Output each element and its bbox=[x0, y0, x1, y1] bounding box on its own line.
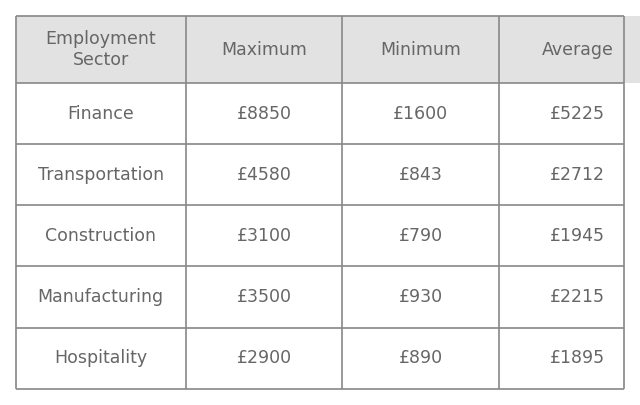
Text: Hospitality: Hospitality bbox=[54, 349, 147, 367]
Bar bbox=[16, 266, 186, 328]
Text: £3500: £3500 bbox=[237, 288, 291, 306]
Text: Average: Average bbox=[541, 40, 614, 59]
Bar bbox=[186, 266, 342, 328]
Bar bbox=[499, 266, 640, 328]
Bar bbox=[342, 144, 499, 205]
Bar bbox=[499, 16, 640, 83]
Text: Minimum: Minimum bbox=[380, 40, 461, 59]
Bar bbox=[499, 83, 640, 144]
Bar bbox=[499, 205, 640, 266]
Bar bbox=[342, 266, 499, 328]
Bar bbox=[16, 205, 186, 266]
Text: £1600: £1600 bbox=[393, 104, 449, 123]
Text: £5225: £5225 bbox=[550, 104, 605, 123]
Text: Maximum: Maximum bbox=[221, 40, 307, 59]
Text: £8850: £8850 bbox=[237, 104, 291, 123]
Text: £2712: £2712 bbox=[550, 166, 605, 184]
Text: £790: £790 bbox=[399, 227, 443, 245]
Bar bbox=[16, 16, 186, 83]
Bar bbox=[186, 16, 342, 83]
Bar bbox=[342, 16, 499, 83]
Bar bbox=[342, 83, 499, 144]
Bar bbox=[342, 328, 499, 389]
Text: £843: £843 bbox=[399, 166, 443, 184]
Bar bbox=[499, 328, 640, 389]
Bar bbox=[16, 83, 186, 144]
Bar bbox=[16, 144, 186, 205]
Text: £4580: £4580 bbox=[237, 166, 291, 184]
Bar bbox=[16, 328, 186, 389]
Text: £890: £890 bbox=[399, 349, 443, 367]
Text: Finance: Finance bbox=[67, 104, 134, 123]
Bar bbox=[342, 205, 499, 266]
Text: Employment
Sector: Employment Sector bbox=[45, 30, 156, 69]
Text: £2900: £2900 bbox=[236, 349, 292, 367]
Bar bbox=[186, 83, 342, 144]
Text: Transportation: Transportation bbox=[38, 166, 164, 184]
Text: £1945: £1945 bbox=[550, 227, 605, 245]
Bar bbox=[186, 144, 342, 205]
Text: £930: £930 bbox=[399, 288, 443, 306]
Bar bbox=[499, 144, 640, 205]
Text: £2215: £2215 bbox=[550, 288, 605, 306]
Text: £3100: £3100 bbox=[237, 227, 291, 245]
Text: Manufacturing: Manufacturing bbox=[38, 288, 164, 306]
Text: £1895: £1895 bbox=[550, 349, 605, 367]
Text: Construction: Construction bbox=[45, 227, 156, 245]
Bar bbox=[186, 328, 342, 389]
Bar bbox=[186, 205, 342, 266]
